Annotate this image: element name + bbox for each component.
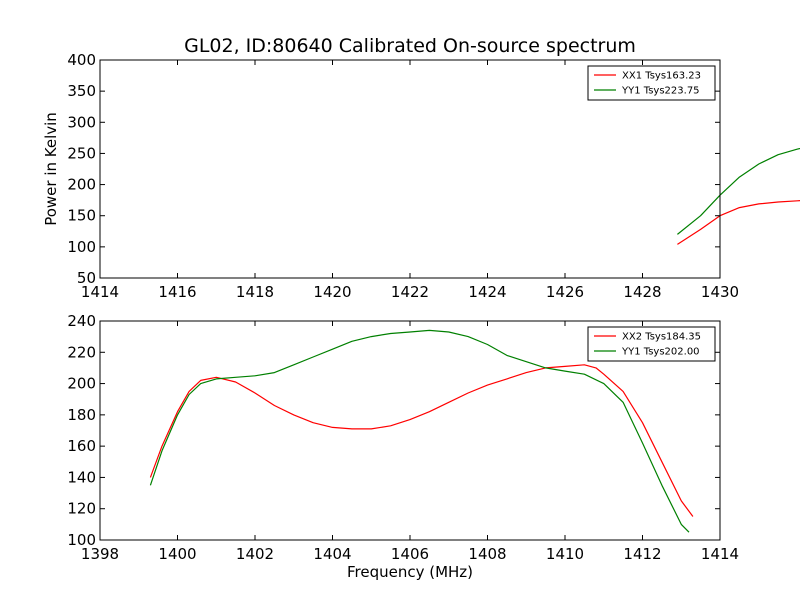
- x-tick-label: 1420: [313, 283, 351, 301]
- x-tick-label: 1414: [81, 283, 119, 301]
- legend-2: XX2 Tsys184.35 YY1 Tsys202.00: [587, 326, 716, 362]
- y-tick-label: 200: [67, 375, 96, 393]
- series-line-2-2: [149, 329, 690, 533]
- x-tick-label: 1406: [391, 545, 429, 563]
- legend-box: [587, 65, 716, 101]
- legend-1: XX1 Tsys163.23 YY1 Tsys223.75: [587, 65, 716, 101]
- y-tick-label: 120: [67, 500, 96, 518]
- y-tick-label: 180: [67, 406, 96, 424]
- x-tick-label: 1408: [468, 545, 506, 563]
- y-tick-label: 50: [77, 269, 96, 287]
- y-tick-label: 140: [67, 468, 96, 486]
- series-line-2-1: [149, 364, 694, 517]
- y-tick-label: 150: [67, 207, 96, 225]
- x-tick-label: 1418: [236, 283, 274, 301]
- x-tick-label: 1400: [158, 545, 196, 563]
- x-tick-label: 1426: [546, 283, 584, 301]
- y-tick-label: 100: [67, 238, 96, 256]
- legend-box: [587, 326, 716, 362]
- legend-label: YY1 Tsys202.00: [621, 347, 700, 358]
- legend-label: YY1 Tsys223.75: [621, 86, 700, 97]
- x-tick-label: 1398: [81, 545, 119, 563]
- y-tick-label: 160: [67, 437, 96, 455]
- chart-title: GL02, ID:80640 Calibrated On-source spec…: [184, 35, 636, 57]
- x-tick-label: 1412: [623, 545, 661, 563]
- y-tick-label: 100: [67, 531, 96, 549]
- y-tick-label: 350: [67, 82, 96, 100]
- y-tick-label: 220: [67, 343, 96, 361]
- legend-label: XX2 Tsys184.35: [622, 332, 701, 343]
- subplot-2: 1398 1400 1402 1404 1406 1408 1410 1412 1414 100 1…: [67, 312, 739, 581]
- y-axis-label: Power in Kelvin: [42, 112, 60, 226]
- y-tick-label: 240: [67, 312, 96, 330]
- series-line-1-1: [677, 200, 800, 245]
- x-tick-label: 1422: [391, 283, 429, 301]
- x-axis-label: Frequency (MHz): [347, 563, 473, 581]
- y-tick-label: 300: [67, 113, 96, 131]
- x-tick-label: 1404: [313, 545, 351, 563]
- y-tick-label: 400: [67, 51, 96, 69]
- x-tick-label: 1428: [623, 283, 661, 301]
- x-tick-label: 1416: [158, 283, 196, 301]
- subplot-1: 1414 1416 1418 1420 1422 1424 1426 1428 1430 50 10…: [42, 51, 800, 301]
- y-tick-label: 250: [67, 144, 96, 162]
- y-tick-label: 200: [67, 176, 96, 194]
- x-tick-label: 1410: [546, 545, 584, 563]
- x-tick-label: 1414: [701, 545, 739, 563]
- x-tick-label: 1402: [236, 545, 274, 563]
- x-tick-label: 1430: [701, 283, 739, 301]
- legend-label: XX1 Tsys163.23: [622, 71, 701, 82]
- x-tick-label: 1424: [468, 283, 506, 301]
